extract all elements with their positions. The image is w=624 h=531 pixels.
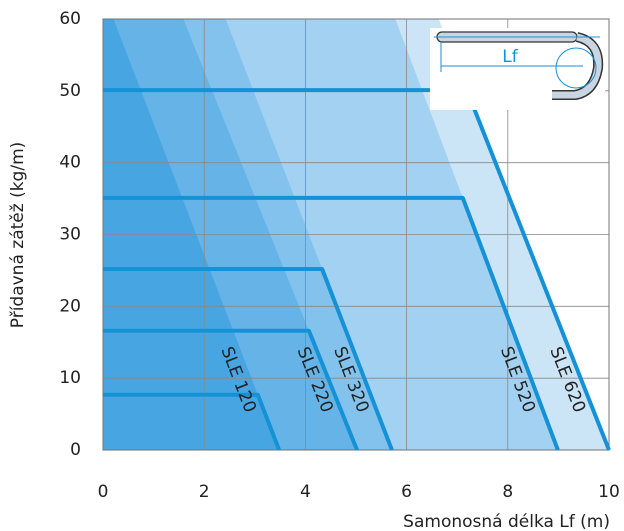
- chain-inset: Lf: [430, 28, 605, 110]
- inset-circle: [555, 47, 597, 89]
- x-tick-label: 10: [598, 482, 620, 502]
- x-tick-label: 8: [502, 482, 513, 502]
- y-tick-label: 50: [59, 81, 81, 101]
- y-tick-label: 10: [59, 368, 81, 388]
- y-axis-label: Přídavná zátěž (kg/m): [8, 142, 28, 329]
- y-tick-label: 30: [59, 225, 81, 245]
- y-tick-label: 0: [70, 440, 81, 460]
- inset-label: Lf: [502, 47, 518, 67]
- y-tick-label: 20: [59, 296, 81, 316]
- x-axis-label: Samonosná délka Lf (m): [403, 512, 610, 531]
- y-tick-label: 60: [59, 9, 81, 29]
- x-tick-label: 0: [98, 482, 109, 502]
- chain-bend-fill: [552, 33, 602, 99]
- x-tick-label: 6: [401, 482, 412, 502]
- series-line: [103, 392, 281, 451]
- series-line: [103, 266, 394, 451]
- series-line: [103, 195, 560, 451]
- x-tick-label: 4: [300, 482, 311, 502]
- y-tick-label: 40: [59, 153, 81, 173]
- x-tick-label: 2: [199, 482, 210, 502]
- series-line: [103, 328, 359, 451]
